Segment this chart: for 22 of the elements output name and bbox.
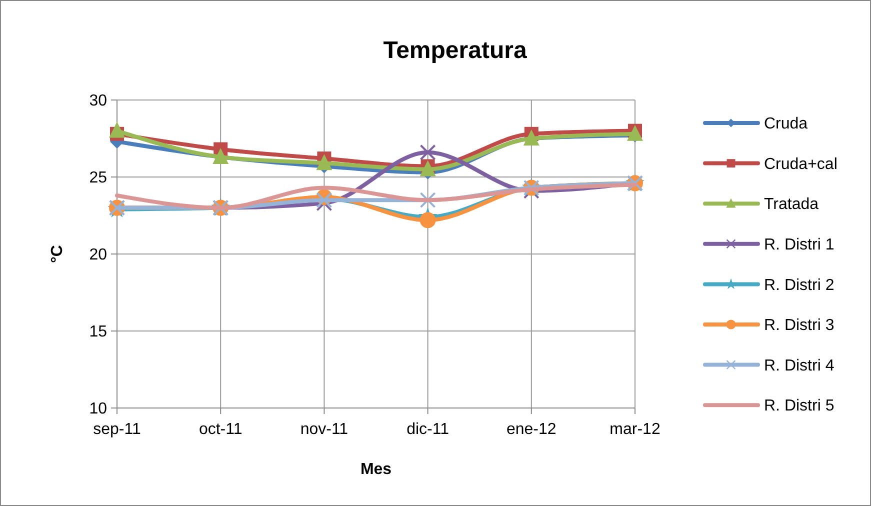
x-tick-label: nov-11 bbox=[300, 421, 348, 438]
y-tick-label: 15 bbox=[89, 324, 108, 341]
legend-label: Cruda+cal bbox=[764, 156, 838, 173]
y-tick-label: 20 bbox=[89, 246, 108, 264]
x-tick-label: mar-12 bbox=[610, 421, 660, 438]
legend-label: R. Distri 1 bbox=[764, 236, 834, 254]
x-tick-label: dic-11 bbox=[406, 421, 450, 438]
y-axis-title: °C bbox=[49, 244, 66, 263]
chart-title: Temperatura bbox=[383, 37, 528, 64]
legend-label: R. Distri 3 bbox=[764, 317, 834, 334]
legend-label: R. Distri 2 bbox=[764, 276, 834, 294]
x-tick-label: oct-11 bbox=[198, 421, 242, 438]
legend-label: R. Distri 5 bbox=[764, 398, 834, 415]
x-axis-title: Mes bbox=[360, 461, 392, 478]
y-tick-label: 25 bbox=[89, 170, 108, 187]
legend-label: R. Distri 4 bbox=[764, 357, 834, 374]
y-tick-label: 30 bbox=[89, 92, 108, 110]
x-tick-label: sep-11 bbox=[93, 421, 141, 438]
legend-label: Cruda bbox=[764, 116, 808, 133]
y-tick-label: 10 bbox=[89, 400, 108, 418]
x-tick-label: ene-12 bbox=[506, 421, 556, 438]
legend-label: Tratada bbox=[764, 196, 819, 214]
